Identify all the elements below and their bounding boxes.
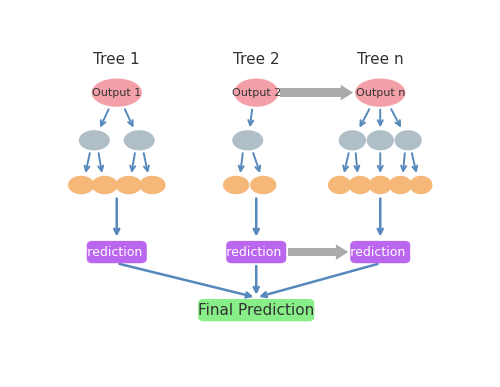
FancyBboxPatch shape — [198, 299, 314, 321]
Polygon shape — [340, 85, 353, 100]
Text: Output n: Output n — [356, 87, 405, 98]
Ellipse shape — [410, 176, 432, 194]
Ellipse shape — [79, 130, 110, 151]
Ellipse shape — [328, 176, 351, 194]
Text: Prediction 2: Prediction 2 — [219, 246, 294, 259]
FancyBboxPatch shape — [280, 89, 340, 97]
Ellipse shape — [234, 79, 278, 107]
Ellipse shape — [124, 130, 154, 151]
Ellipse shape — [92, 176, 118, 194]
Text: Output 1: Output 1 — [92, 87, 142, 98]
Ellipse shape — [92, 79, 142, 107]
Ellipse shape — [389, 176, 412, 194]
FancyBboxPatch shape — [350, 241, 410, 263]
Ellipse shape — [139, 176, 166, 194]
Ellipse shape — [355, 79, 406, 107]
FancyBboxPatch shape — [86, 241, 147, 263]
Polygon shape — [336, 244, 348, 260]
Ellipse shape — [368, 176, 392, 194]
Ellipse shape — [250, 176, 276, 194]
Text: Tree n: Tree n — [357, 52, 404, 67]
Ellipse shape — [394, 130, 422, 151]
Ellipse shape — [68, 176, 94, 194]
Ellipse shape — [338, 130, 366, 151]
Ellipse shape — [223, 176, 250, 194]
Text: Prediction 1: Prediction 1 — [80, 246, 154, 259]
Ellipse shape — [116, 176, 142, 194]
Ellipse shape — [232, 130, 263, 151]
FancyBboxPatch shape — [226, 241, 286, 263]
Ellipse shape — [348, 176, 372, 194]
Ellipse shape — [366, 130, 394, 151]
Text: Prediction n: Prediction n — [343, 246, 417, 259]
Text: Final Prediction: Final Prediction — [198, 303, 314, 318]
Text: Output 2: Output 2 — [232, 87, 281, 98]
Text: Tree 2: Tree 2 — [233, 52, 280, 67]
FancyBboxPatch shape — [288, 248, 336, 256]
Text: Tree 1: Tree 1 — [94, 52, 140, 67]
